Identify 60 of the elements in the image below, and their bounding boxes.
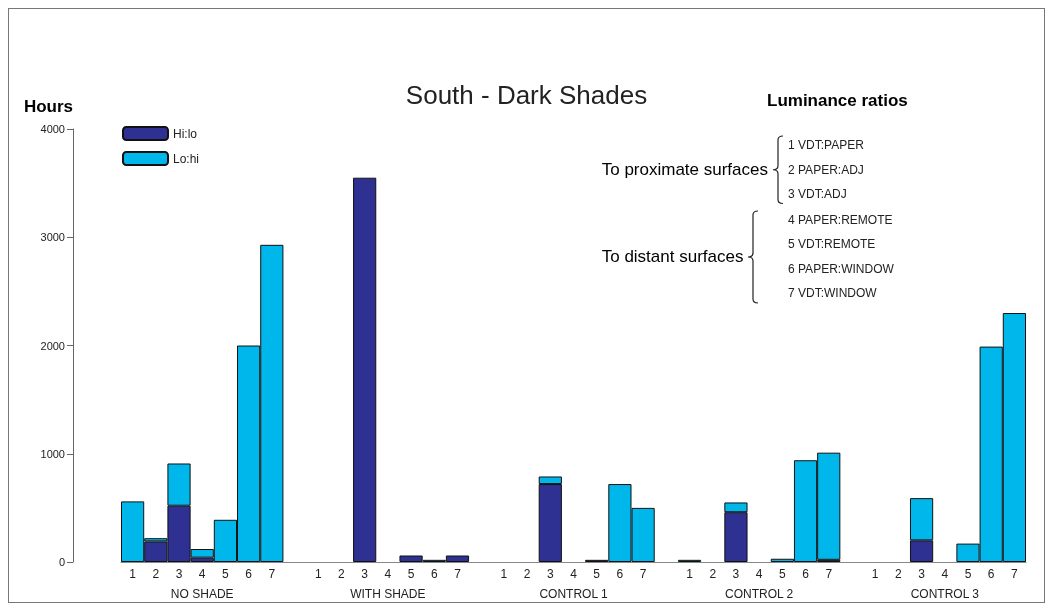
text: CONTROL 2 [725,587,794,601]
x-tick-label: 1 [129,567,137,581]
x-tick-label: 2 [338,567,346,581]
x-tick-label: 6 [245,567,253,581]
x-tick-label: 3 [546,567,554,581]
x-tick-label: 3 [732,567,740,581]
x-tick-label: 5 [964,567,972,581]
x-tick-label: 7 [825,567,833,581]
annotation: 2 PAPER:ADJ [788,161,865,179]
y-tick-label: 2000 [40,339,65,352]
annotation: To proximate surfaces [601,159,768,180]
x-tick-label: 7 [454,567,462,581]
x-tick-label: 7 [268,567,276,581]
annotation: 7 VDT:WINDOW [788,285,878,302]
x-tick-label: 6 [802,567,810,581]
x-tick-label: 7 [1011,567,1019,581]
x-tick-label: 5 [407,567,415,581]
text: Luminance ratios [767,91,908,111]
annotation: 3 VDT:ADJ [788,186,848,203]
y-axis-title: Hours [23,97,73,116]
x-tick-label: 5 [222,567,230,581]
x-tick-label: 2 [895,567,903,581]
x-tick-label: 3 [361,567,369,581]
x-tick-label: 4 [570,567,578,581]
x-tick-label: 2 [709,567,717,581]
text: CONTROL 1 [539,587,608,601]
legend-label: Hi:lo [173,126,198,141]
x-tick-label: 2 [152,567,160,581]
annotation: 4 PAPER:REMOTE [788,211,894,229]
x-tick-label: 1 [871,567,879,581]
x-tick-label: 5 [593,567,601,581]
legend-label: Lo:hi [173,151,200,166]
y-tick-label: 1000 [40,447,65,460]
x-tick-label: 2 [523,567,531,581]
y-tick-label: 4000 [40,123,65,135]
chart-title: South - Dark Shades [405,80,648,110]
x-tick-label: 1 [314,567,322,581]
text: WITH SHADE [350,587,426,601]
text: CONTROL 3 [910,587,980,601]
text: NO SHADE [170,587,234,601]
x-tick-label: 5 [779,567,786,581]
y-tick-label: 3000 [40,231,65,244]
x-tick-label: 4 [941,567,949,581]
annotation: 6 PAPER:WINDOW [788,260,894,278]
x-tick-label: 3 [918,567,926,581]
bar [353,177,377,562]
y-tick-label: 0 [58,556,65,568]
x-tick-label: 4 [384,567,392,581]
x-tick-label: 1 [500,567,508,581]
x-tick-label: 3 [175,567,183,581]
x-tick-label: 4 [755,567,763,581]
x-tick-label: 7 [639,567,647,581]
x-tick-label: 1 [686,567,694,581]
x-tick-label: 4 [198,567,206,581]
x-tick-label: 6 [616,567,624,581]
x-tick-label: 6 [987,567,995,581]
x-tick-label: 6 [430,567,438,581]
annotation: 5 VDT:REMOTE [788,236,877,253]
annotation: To distant surfaces [601,246,744,267]
annotation: 1 VDT:PAPER [788,137,865,154]
